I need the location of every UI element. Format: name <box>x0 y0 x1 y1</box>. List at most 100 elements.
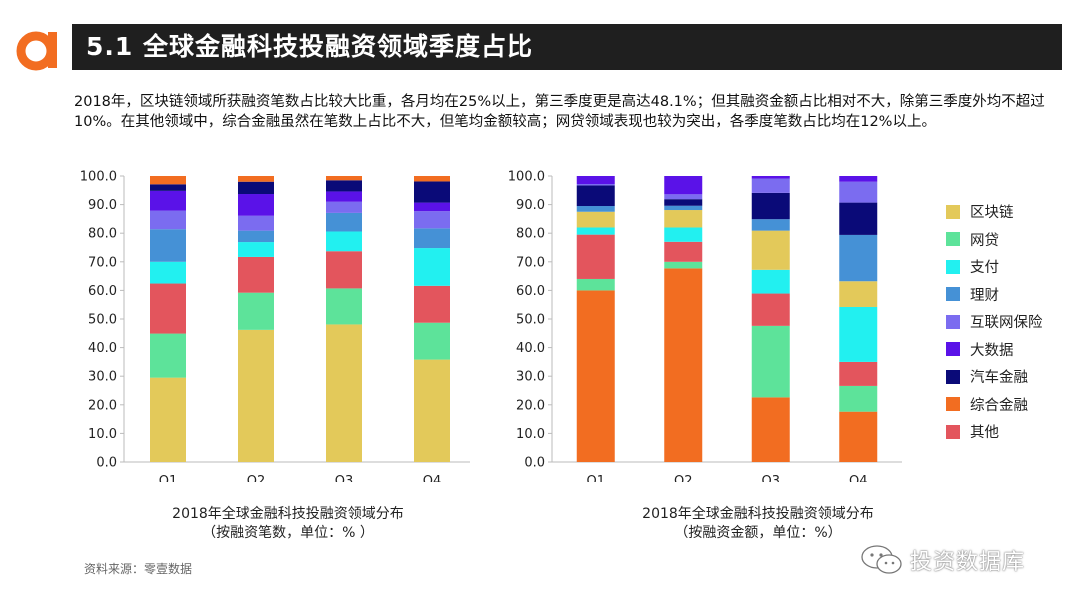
bar-segment <box>238 181 274 195</box>
legend-label: 汽车金融 <box>970 370 1028 387</box>
x-tick-label: Q2 <box>674 474 693 482</box>
legend-label: 其他 <box>970 425 999 442</box>
bar-segment <box>238 329 274 462</box>
watermark: 投资数据库 <box>860 544 1025 576</box>
bar-segment <box>238 176 274 182</box>
legend-label: 网贷 <box>970 232 999 249</box>
bar-segment <box>150 190 186 211</box>
bar-segment <box>751 269 790 294</box>
legend-item: 理财 <box>946 281 1076 309</box>
wechat-icon <box>861 545 902 574</box>
x-tick-label: Q1 <box>159 474 178 482</box>
chart-by-count: 0.0 10.0 20.0 30.0 40.0 50.0 60.0 70.0 80.0 90.0 1… <box>80 170 470 482</box>
chart-by-count-caption: 2018年全球金融科技投融资领域分布 （按融资笔数，单位：% ） <box>118 505 458 543</box>
y-tick-label: 100.0 <box>80 170 117 185</box>
legend-label: 区块链 <box>970 205 1014 222</box>
bar-segment <box>326 251 362 289</box>
bar-segment <box>150 184 186 191</box>
bar-segment <box>414 228 450 249</box>
bar-segment <box>751 325 790 398</box>
y-tick-label: 10.0 <box>516 427 545 442</box>
bar-segment <box>238 230 274 243</box>
bar-segment <box>576 211 615 228</box>
x-tick-label: Q1 <box>586 474 605 482</box>
brand-logo-icon <box>16 31 57 71</box>
bar-segment <box>751 176 790 179</box>
bar-segment <box>238 215 274 231</box>
legend-item: 大数据 <box>946 336 1076 364</box>
bar-segment <box>839 176 878 182</box>
caption-line-1: 2018年全球金融科技投融资领域分布 <box>642 506 874 522</box>
y-tick-label: 90.0 <box>516 198 545 213</box>
bar-segment <box>414 248 450 286</box>
bar-segment <box>751 230 790 270</box>
bar-segment <box>326 176 362 181</box>
x-tick-label: Q3 <box>761 474 780 482</box>
y-tick-label: 100.0 <box>508 170 545 185</box>
chart-by-amount: 0.0 10.0 20.0 30.0 40.0 50.0 60.0 70.0 80.0 90.0 1… <box>508 170 902 482</box>
y-tick-label: 50.0 <box>516 313 545 328</box>
y-tick-label: 80.0 <box>88 227 117 242</box>
y-tick-label: 0.0 <box>96 456 117 471</box>
bar-segment <box>751 397 790 462</box>
page-title: 5.1 全球金融科技投融资领域季度占比 <box>72 24 1062 70</box>
bar-segment <box>664 199 703 206</box>
y-tick-label: 40.0 <box>88 341 117 356</box>
y-tick-label: 70.0 <box>88 255 117 270</box>
bar-segment <box>326 324 362 462</box>
bar-segment <box>751 192 790 220</box>
y-tick-label: 90.0 <box>88 198 117 213</box>
bar-segment <box>664 176 703 195</box>
legend-item: 互联网保险 <box>946 308 1076 336</box>
legend-item: 汽车金融 <box>946 363 1076 391</box>
bar-segment <box>414 285 450 323</box>
x-tick-label: Q2 <box>247 474 266 482</box>
chart-legend: 区块链 网贷 支付 理财 互联网保险 大数据 汽车金融 综合金融 其他 <box>946 198 1076 446</box>
bar-segment <box>150 283 186 334</box>
x-tick-label: Q4 <box>849 474 868 482</box>
bar-segment <box>326 191 362 202</box>
y-tick-label: 40.0 <box>516 341 545 356</box>
y-tick-label: 60.0 <box>88 284 117 299</box>
bar-segment <box>576 206 615 212</box>
legend-item: 区块链 <box>946 198 1076 226</box>
bar-segment <box>576 290 615 462</box>
legend-swatch <box>946 314 960 329</box>
bar-segment <box>664 261 703 269</box>
bar-segment <box>326 180 362 192</box>
bar-segment <box>326 231 362 252</box>
legend-label: 支付 <box>970 260 999 277</box>
bar-segment <box>576 278 615 291</box>
bar-segment <box>414 322 450 360</box>
y-tick-label: 20.0 <box>88 398 117 413</box>
bar-segment <box>751 293 790 326</box>
legend-swatch <box>946 369 960 384</box>
bar-segment <box>238 256 274 293</box>
bar-segment <box>150 176 186 185</box>
x-tick-label: Q4 <box>423 474 442 482</box>
source-note: 资料来源：零壹数据 <box>84 562 193 576</box>
legend-item: 网贷 <box>946 226 1076 254</box>
legend-label: 综合金融 <box>970 397 1028 414</box>
bar-segment <box>751 219 790 231</box>
legend-swatch <box>946 259 960 274</box>
caption-line-2: （按融资金额，单位：%） <box>674 525 842 541</box>
legend-item: 支付 <box>946 253 1076 281</box>
legend-label: 互联网保险 <box>970 315 1043 332</box>
bar-segment <box>839 202 878 235</box>
y-tick-label: 80.0 <box>516 227 545 242</box>
bar-segment <box>414 359 450 462</box>
watermark-text: 投资数据库 <box>910 550 1026 575</box>
caption-line-2: （按融资笔数，单位：% ） <box>202 525 374 541</box>
y-tick-label: 0.0 <box>524 456 545 471</box>
y-tick-label: 10.0 <box>88 427 117 442</box>
bar-segment <box>150 261 186 284</box>
bar-segment <box>839 361 878 386</box>
bar-segment <box>326 201 362 213</box>
bar-segment <box>839 181 878 203</box>
x-tick-label: Q3 <box>335 474 354 482</box>
bar-segment <box>664 210 703 228</box>
legend-swatch <box>946 342 960 357</box>
legend-label: 理财 <box>970 287 999 304</box>
bar-segment <box>576 184 615 186</box>
